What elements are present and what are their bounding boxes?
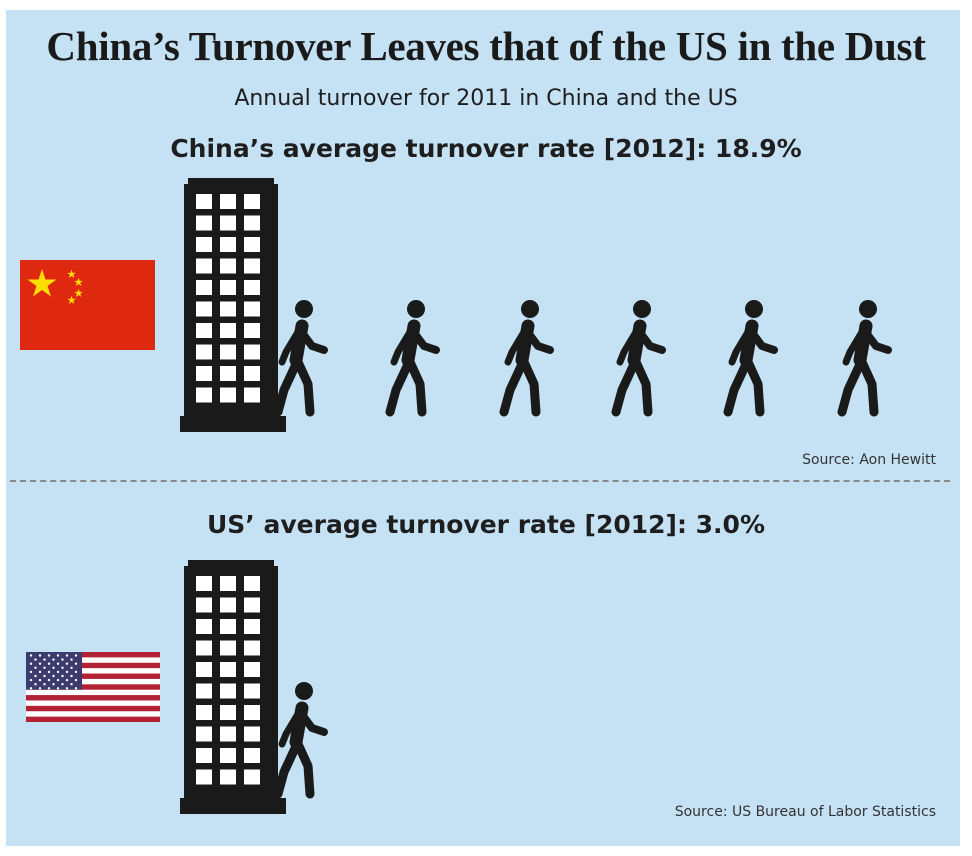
building-window <box>244 769 260 785</box>
building-window <box>244 237 260 252</box>
building-window <box>196 280 212 295</box>
china-rate-label: China’s average turnover rate [2012]: 18… <box>170 134 802 163</box>
building-window <box>196 597 212 613</box>
building-window <box>220 194 236 209</box>
building-window <box>196 344 212 360</box>
building-window <box>244 748 260 763</box>
us-building-icon <box>180 560 286 814</box>
walking-person-icon <box>723 300 778 417</box>
infographic-panel <box>6 10 960 846</box>
us-rate-label: US’ average turnover rate [2012]: 3.0% <box>207 510 765 539</box>
building-window <box>244 662 260 677</box>
building-window <box>244 258 260 274</box>
building-window <box>220 619 236 634</box>
building-window <box>196 237 212 252</box>
building-window <box>196 194 212 209</box>
building-window <box>244 194 260 209</box>
building-window <box>220 258 236 274</box>
building-window <box>244 597 260 613</box>
building-window <box>196 769 212 785</box>
building-window <box>244 215 260 231</box>
building-window <box>244 683 260 699</box>
page-title: China’s Turnover Leaves that of the US i… <box>46 23 926 69</box>
building-window <box>220 301 236 317</box>
building-window <box>196 323 212 338</box>
walking-person-icon <box>611 300 666 417</box>
building-window <box>244 301 260 317</box>
building-window <box>196 258 212 274</box>
building-window <box>244 280 260 295</box>
china-source-note: Source: Aon Hewitt <box>802 452 936 468</box>
building-window <box>244 576 260 591</box>
building-window <box>196 683 212 699</box>
building-window <box>220 576 236 591</box>
building-window <box>196 662 212 677</box>
building-window <box>220 748 236 763</box>
building-window <box>220 726 236 742</box>
building-window <box>244 344 260 360</box>
building-window <box>220 237 236 252</box>
walking-person-icon <box>273 300 328 417</box>
building-window <box>220 683 236 699</box>
page-subtitle: Annual turnover for 2011 in China and th… <box>234 86 738 111</box>
building-window <box>196 215 212 231</box>
us-flag-icon <box>26 652 160 722</box>
building-window <box>244 366 260 381</box>
building-window <box>220 387 236 403</box>
walking-person-icon <box>385 300 440 417</box>
building-window <box>244 387 260 403</box>
section-divider <box>10 480 950 482</box>
building-window <box>196 301 212 317</box>
building-window <box>196 366 212 381</box>
building-window <box>220 597 236 613</box>
walking-person-icon <box>273 682 328 799</box>
china-flag-icon <box>20 260 155 350</box>
building-window <box>196 748 212 763</box>
building-window <box>196 576 212 591</box>
building-window <box>220 366 236 381</box>
building-window <box>244 726 260 742</box>
building-window <box>220 344 236 360</box>
building-window <box>220 705 236 720</box>
building-window <box>244 619 260 634</box>
building-window <box>220 280 236 295</box>
building-window <box>244 323 260 338</box>
us-source-note: Source: US Bureau of Labor Statistics <box>674 804 936 820</box>
building-window <box>196 726 212 742</box>
building-window <box>220 640 236 656</box>
building-window <box>220 769 236 785</box>
building-window <box>244 640 260 656</box>
building-window <box>196 387 212 403</box>
building-window <box>220 215 236 231</box>
building-window <box>196 705 212 720</box>
walking-person-icon <box>499 300 554 417</box>
building-window <box>196 640 212 656</box>
building-window <box>244 705 260 720</box>
building-window <box>196 619 212 634</box>
walking-person-icon <box>837 300 892 417</box>
china-building-icon <box>180 178 286 432</box>
building-window <box>220 323 236 338</box>
building-window <box>220 662 236 677</box>
